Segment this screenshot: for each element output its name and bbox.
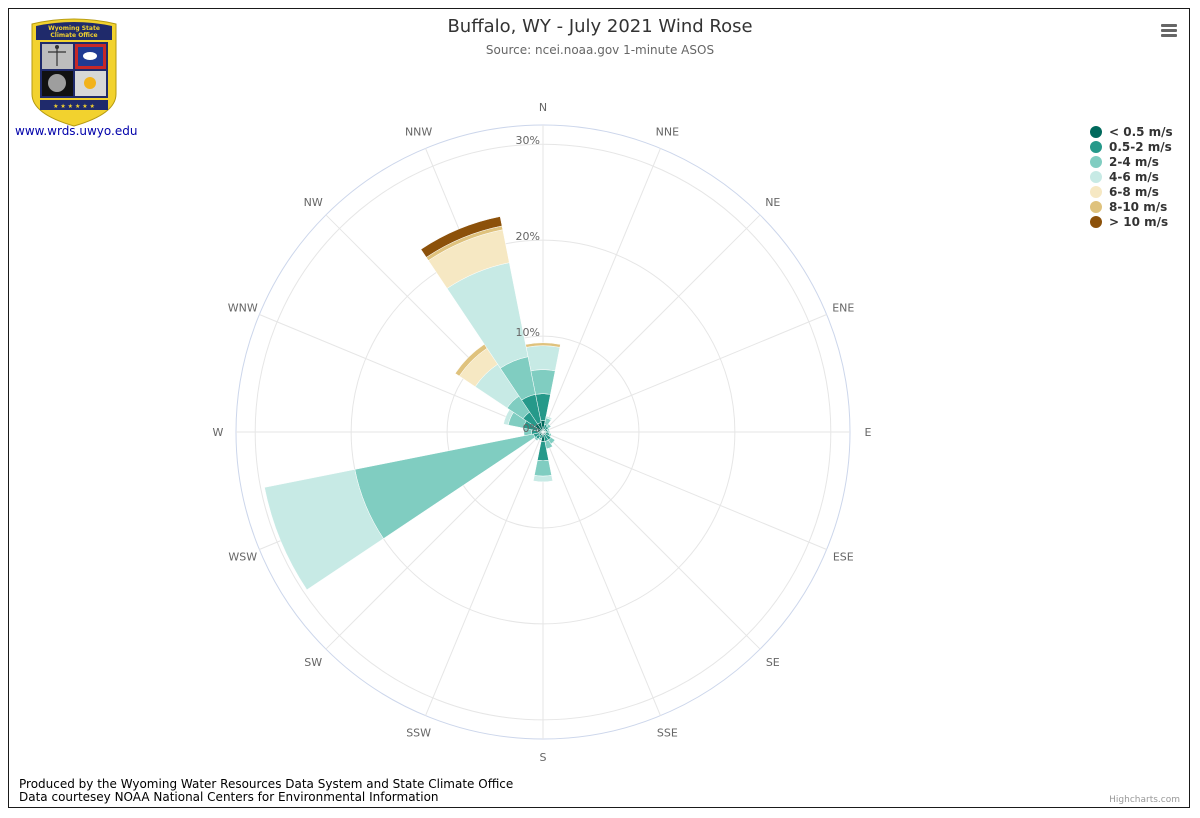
legend-marker-icon [1090, 185, 1102, 198]
bar-s-series-3 [532, 474, 554, 483]
footer-line1: Produced by the Wyoming Water Resources … [19, 777, 514, 791]
direction-label-ene: ENE [832, 302, 854, 315]
direction-label-nw: NW [304, 196, 323, 209]
hamburger-menu-icon[interactable] [1157, 20, 1181, 40]
bar-s-series-2 [534, 459, 552, 477]
direction-gridline [325, 431, 544, 650]
radial-tick-label: 20% [516, 230, 540, 243]
direction-label-ese: ESE [833, 550, 854, 563]
direction-gridline [542, 431, 661, 716]
legend-item-0[interactable]: < 0.5 m/s [1090, 124, 1173, 139]
direction-label-sse: SSE [657, 726, 678, 739]
radial-tick-label: 30% [516, 134, 540, 147]
chart-legend: < 0.5 m/s 0.5-2 m/s 2-4 m/s 4-6 m/s 6-8 m/s 8… [1090, 124, 1173, 229]
direction-label-ne: NE [765, 196, 780, 209]
legend-item-2[interactable]: 2-4 m/s [1090, 154, 1173, 169]
chart-title: Buffalo, WY - July 2021 Wind Rose [447, 16, 753, 37]
bar-nnw-series-6 [420, 216, 503, 258]
direction-label-se: SE [766, 656, 780, 669]
direction-label-n: N [539, 101, 547, 114]
direction-label-s: S [540, 751, 547, 764]
footer-line2: Data courtesey NOAA National Centers for… [19, 790, 439, 804]
bar-n-series-5 [525, 342, 561, 348]
radial-tick-label: 0% [523, 422, 540, 435]
logo-url-link[interactable]: www.wrds.uwyo.edu [15, 124, 138, 138]
direction-label-w: W [213, 426, 224, 439]
chart-subtitle: Source: ncei.noaa.gov 1-minute ASOS [485, 43, 715, 57]
direction-gridline [542, 148, 661, 433]
bar-wsw-series-3 [264, 469, 384, 591]
direction-gridline [259, 314, 544, 433]
logo-stars: ★ ★ ★ ★ ★ ★ [53, 103, 95, 110]
legend-label: > 10 m/s [1109, 214, 1169, 229]
direction-label-nnw: NNW [405, 126, 432, 139]
direction-gridline [542, 431, 827, 550]
direction-gridline [425, 431, 544, 716]
legend-label: < 0.5 m/s [1109, 124, 1173, 139]
legend-label: 4-6 m/s [1109, 169, 1159, 184]
legend-label: 2-4 m/s [1109, 154, 1159, 169]
legend-item-4[interactable]: 6-8 m/s [1090, 184, 1173, 199]
direction-label-ssw: SSW [406, 726, 431, 739]
bar-ne-series-2 [546, 423, 552, 429]
legend-label: 6-8 m/s [1109, 184, 1159, 199]
legend-marker-icon [1090, 215, 1102, 228]
direction-label-wsw: WSW [228, 550, 257, 563]
direction-gridline [542, 314, 827, 433]
direction-label-nne: NNE [656, 126, 679, 139]
logo-banner-line1: Wyoming State [48, 25, 100, 32]
legend-marker-icon [1090, 170, 1102, 183]
legend-label: 0.5-2 m/s [1109, 139, 1172, 154]
bar-n-series-3 [525, 345, 561, 372]
legend-item-3[interactable]: 4-6 m/s [1090, 169, 1173, 184]
legend-label: 8-10 m/s [1109, 199, 1168, 214]
highcharts-credits-link[interactable]: Highcharts.com [1109, 795, 1180, 805]
radial-tick-label: 10% [516, 326, 540, 339]
bar-nne-series-3 [545, 415, 553, 421]
legend-marker-icon [1090, 200, 1102, 213]
legend-marker-icon [1090, 140, 1102, 153]
legend-marker-icon [1090, 155, 1102, 168]
direction-gridline [542, 214, 761, 433]
bar-wsw-series-2 [354, 433, 536, 539]
climate-office-logo: Wyoming State Climate Office ★ ★ ★ ★ ★ ★ [31, 18, 117, 127]
footer: Produced by the Wyoming Water Resources … [19, 778, 513, 804]
legend-item-6[interactable]: > 10 m/s [1090, 214, 1173, 229]
direction-label-wnw: WNW [228, 302, 258, 315]
direction-label-sw: SW [304, 656, 322, 669]
direction-label-e: E [865, 426, 872, 439]
legend-item-1[interactable]: 0.5-2 m/s [1090, 139, 1173, 154]
legend-marker-icon [1090, 125, 1102, 138]
direction-gridline [542, 431, 761, 650]
chart-frame [8, 8, 1190, 808]
legend-item-5[interactable]: 8-10 m/s [1090, 199, 1173, 214]
logo-banner-line2: Climate Office [50, 32, 97, 39]
